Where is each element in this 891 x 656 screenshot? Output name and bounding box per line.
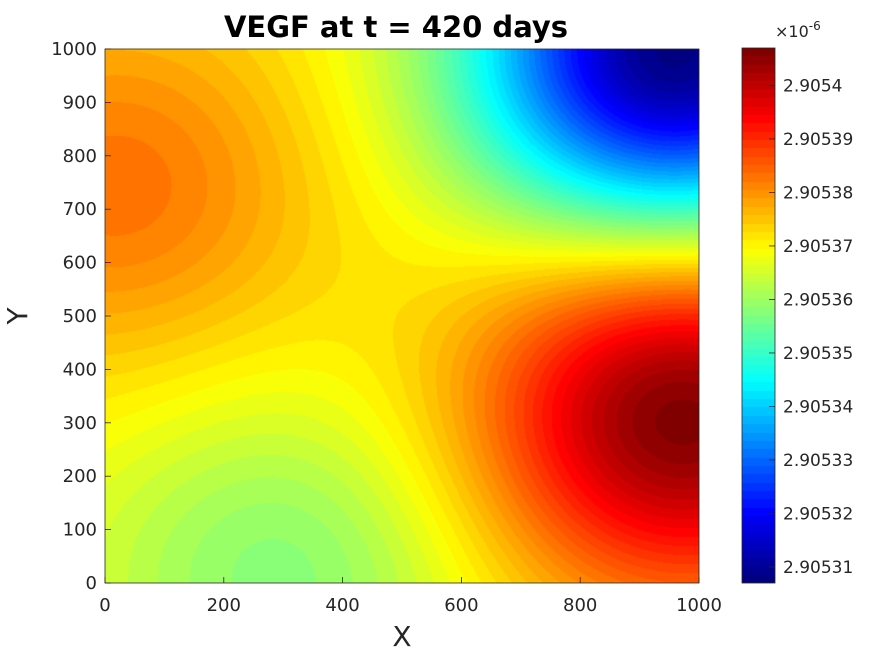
colorbar-frame <box>741 47 776 584</box>
colorbar-ticks: 2.90531 2.90532 2.90533 2.90534 2.90535 2.905… <box>769 76 853 578</box>
y-tick-label: 700 <box>63 199 97 220</box>
colorbar-exponent-power: -6 <box>809 19 821 33</box>
y-tick-label: 800 <box>63 146 97 167</box>
colorbar: 2.90531 2.90532 2.90533 2.90534 2.90535 2.905… <box>741 19 853 584</box>
colorbar-tick-label: 2.90533 <box>783 451 853 471</box>
x-tick-label: 800 <box>563 595 597 616</box>
y-tick-label: 400 <box>63 359 97 380</box>
colorbar-tick-label: 2.90538 <box>783 183 853 203</box>
plot-area <box>104 48 700 584</box>
colorbar-tick-label: 2.90531 <box>783 558 853 578</box>
x-axis-label: X <box>392 620 411 653</box>
x-tick-label: 200 <box>207 595 241 616</box>
colorbar-exponent: ×10-6 <box>775 19 821 41</box>
y-tick-label: 900 <box>63 92 97 113</box>
y-tick-label: 0 <box>86 573 97 594</box>
y-tick-label: 100 <box>63 520 97 541</box>
contour-field <box>105 49 699 583</box>
y-tick-label: 600 <box>63 253 97 274</box>
colorbar-exponent-base: ×10 <box>775 22 809 41</box>
x-tick-label: 0 <box>99 595 110 616</box>
x-tick-label: 600 <box>444 595 478 616</box>
colorbar-tick-label: 2.90534 <box>783 397 853 417</box>
y-tick-label: 200 <box>63 466 97 487</box>
chart-title: VEGF at t = 420 days <box>224 10 568 44</box>
x-axis: 0 200 400 600 800 1000 <box>99 577 722 616</box>
colorbar-tick-label: 2.90539 <box>783 130 853 150</box>
colorbar-tick-label: 2.90535 <box>783 344 853 364</box>
y-tick-label: 300 <box>63 413 97 434</box>
y-tick-label: 1000 <box>51 39 97 60</box>
colorbar-tick-label: 2.90536 <box>783 290 853 310</box>
y-tick-label: 500 <box>63 306 97 327</box>
colorbar-tick-label: 2.9054 <box>783 76 842 96</box>
colorbar-tick-label: 2.90537 <box>783 237 853 257</box>
x-tick-label: 400 <box>325 595 359 616</box>
colorbar-tick-label: 2.90532 <box>783 504 853 524</box>
y-axis-label: Y <box>1 307 34 326</box>
colorbar-gradient <box>742 48 775 583</box>
y-axis: 0 100 200 300 400 500 600 700 800 900 1000 <box>51 39 111 594</box>
x-tick-label: 1000 <box>676 595 722 616</box>
